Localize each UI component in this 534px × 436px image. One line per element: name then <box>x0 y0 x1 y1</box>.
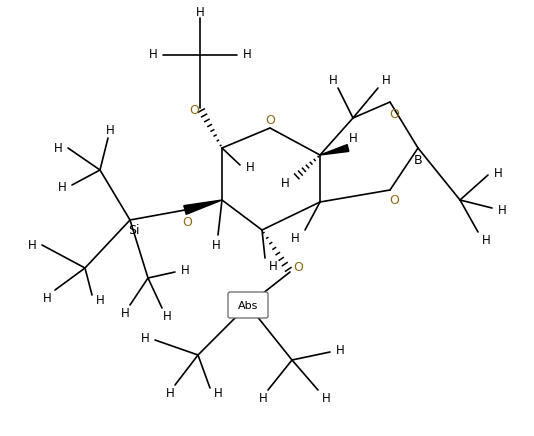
FancyBboxPatch shape <box>228 292 268 318</box>
Text: H: H <box>482 234 490 246</box>
Text: H: H <box>328 74 337 86</box>
Text: H: H <box>121 307 129 320</box>
Text: H: H <box>106 123 114 136</box>
Text: H: H <box>258 392 268 405</box>
Text: H: H <box>148 48 158 61</box>
Text: H: H <box>321 392 331 405</box>
Text: O: O <box>265 113 275 126</box>
Text: H: H <box>269 259 277 272</box>
Text: H: H <box>166 386 175 399</box>
Text: O: O <box>389 194 399 207</box>
Text: H: H <box>493 167 502 180</box>
Text: B: B <box>414 153 422 167</box>
Text: O: O <box>189 103 199 116</box>
Text: H: H <box>290 232 300 245</box>
Text: H: H <box>336 344 344 357</box>
Text: H: H <box>53 142 62 154</box>
Text: H: H <box>195 7 205 20</box>
Text: H: H <box>180 263 190 276</box>
Text: H: H <box>281 177 289 190</box>
Text: O: O <box>182 215 192 228</box>
Text: H: H <box>382 74 390 86</box>
Text: H: H <box>349 132 357 144</box>
Text: H: H <box>498 204 506 217</box>
Text: H: H <box>242 48 252 61</box>
Text: H: H <box>28 238 36 252</box>
Text: H: H <box>214 386 222 399</box>
Text: H: H <box>211 238 221 252</box>
Text: H: H <box>58 181 66 194</box>
Text: H: H <box>246 160 254 174</box>
Text: H: H <box>140 331 150 344</box>
Polygon shape <box>184 200 222 215</box>
Text: H: H <box>43 292 51 304</box>
Text: H: H <box>163 310 171 323</box>
Text: O: O <box>293 260 303 273</box>
Polygon shape <box>320 145 349 155</box>
Text: O: O <box>389 108 399 120</box>
Text: Si: Si <box>128 224 140 236</box>
Text: H: H <box>96 293 104 307</box>
Text: Abs: Abs <box>238 301 258 311</box>
